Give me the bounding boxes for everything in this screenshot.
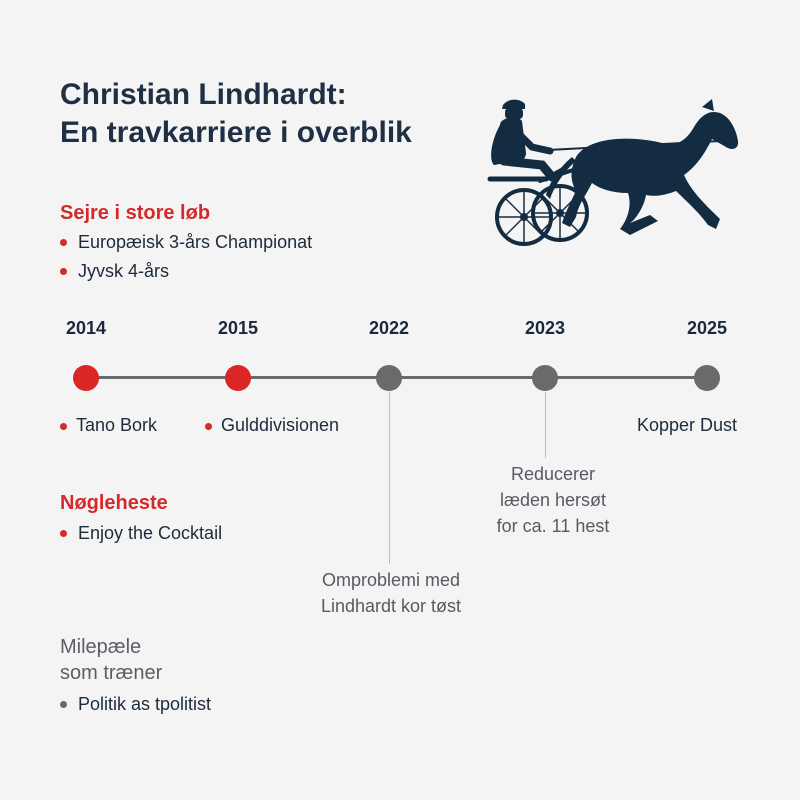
title-line-1: Christian Lindhardt: <box>60 78 347 111</box>
milestones-heading: Milepæle som træner <box>60 634 162 686</box>
callout-line: Omproblemi med <box>321 570 461 590</box>
timeline-node-2014 <box>73 365 99 391</box>
timeline-event-2014: Tano Bork <box>60 415 157 436</box>
timeline-year: 2025 <box>686 318 728 338</box>
list-item: Europæisk 3-års Championat <box>60 228 312 257</box>
timeline-node-2025 <box>694 365 720 391</box>
milestones-heading-line-2: som træner <box>60 662 163 684</box>
harness-racing-sulky-icon <box>487 99 739 246</box>
key-horses-heading: Nøgleheste <box>60 492 168 514</box>
timeline-event-2015: Gulddivisionen <box>205 415 339 436</box>
timeline-year: 2015 <box>217 318 259 338</box>
page-title: Christian Lindhardt: En travkarriere i o… <box>60 76 412 152</box>
timeline-node-2015 <box>225 365 251 391</box>
wins-list: Europæisk 3-års Championat Jyvsk 4-års <box>60 228 312 286</box>
wins-heading: Sejre i store løb <box>60 202 211 224</box>
callout-2023: Reducerer læden hersøt for ca. 11 hest <box>497 461 610 539</box>
list-item: Enjoy the Cocktail <box>60 519 222 548</box>
list-item: Politik as tpolitist <box>60 690 211 719</box>
timeline-year: 2022 <box>368 318 410 338</box>
callout-line: for ca. 11 hest <box>496 516 610 536</box>
key-horses-list: Enjoy the Cocktail <box>60 519 222 548</box>
timeline-node-2022 <box>376 365 402 391</box>
callout-line: Reducerer <box>510 464 596 484</box>
callout-line: læden hersøt <box>499 490 607 510</box>
callout-connector-2023 <box>545 392 546 458</box>
timeline-year: 2023 <box>524 318 566 338</box>
milestones-heading-line-1: Milepæle <box>60 636 142 658</box>
callout-2022: Omproblemi med Lindhardt kor tøst <box>321 567 461 619</box>
callout-connector-2022 <box>389 392 390 564</box>
title-line-2: En travkarriere i overblik <box>60 116 412 149</box>
milestones-list: Politik as tpolitist <box>60 690 211 719</box>
timeline-year: 2014 <box>65 318 107 338</box>
list-item: Jyvsk 4-års <box>60 257 312 286</box>
timeline-node-2023 <box>532 365 558 391</box>
callout-line: Lindhardt kor tøst <box>320 596 462 616</box>
timeline-event-2025: Kopper Dust <box>637 415 738 435</box>
